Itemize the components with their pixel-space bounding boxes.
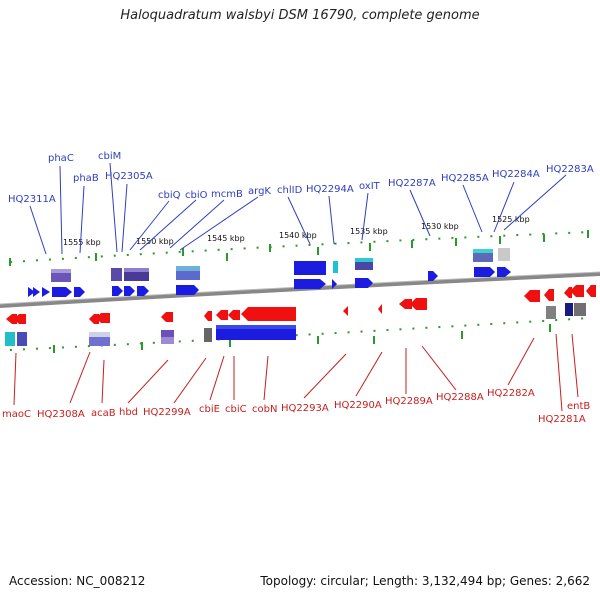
gene-label[interactable]: HQ2284A	[492, 169, 540, 180]
feature-box	[565, 303, 573, 316]
major-ticks-bottom	[53, 324, 551, 353]
gene-label[interactable]: HQ2290A	[334, 400, 382, 411]
gene-label[interactable]: HQ2287A	[388, 178, 436, 189]
reverse-leader-lines	[13, 333, 579, 412]
gene-label[interactable]: cbiQ	[158, 190, 181, 201]
feature-box	[204, 328, 212, 342]
forward-gene-arrow[interactable]	[28, 287, 35, 297]
gene-label[interactable]: cbiE	[199, 404, 220, 415]
forward-leader-lines	[29, 162, 567, 255]
reverse-gene-arrow[interactable]	[89, 314, 99, 324]
reverse-gene-arrow[interactable]	[161, 312, 173, 322]
gene-label[interactable]: HQ2288A	[436, 392, 484, 403]
reverse-gene-arrow[interactable]	[228, 310, 240, 320]
reverse-gene-arrow[interactable]	[204, 311, 212, 321]
reverse-gene-arrow[interactable]	[586, 285, 596, 297]
feature-box	[5, 332, 15, 346]
reverse-gene-arrow[interactable]	[241, 307, 296, 321]
gene-label[interactable]: phaB	[73, 173, 99, 184]
reverse-gene-arrow[interactable]	[216, 310, 228, 320]
forward-feature-boxes	[51, 248, 510, 282]
forward-gene-arrow[interactable]	[52, 287, 72, 297]
forward-gene-arrow[interactable]	[355, 278, 373, 288]
forward-gene-arrow[interactable]	[428, 271, 438, 281]
reverse-gene-arrow[interactable]	[410, 298, 427, 310]
reverse-gene-arrow[interactable]	[524, 290, 540, 302]
feature-box	[111, 268, 122, 281]
scale-tick-label: 1550 kbp	[136, 237, 174, 246]
feature-box	[498, 248, 510, 261]
feature-box	[294, 261, 326, 275]
forward-gene-arrow[interactable]	[124, 286, 135, 296]
map-title: Haloquadratum walsbyi DSM 16790, complet…	[120, 8, 480, 23]
genome-summary-text: Topology: circular; Length: 3,132,494 bp…	[260, 574, 590, 588]
reverse-gene-arrow[interactable]	[96, 313, 110, 323]
gene-label[interactable]: HQ2311A	[8, 194, 56, 205]
gene-label[interactable]: HQ2283A	[546, 164, 594, 175]
forward-gene-arrow[interactable]	[74, 287, 85, 297]
forward-gene-arrow[interactable]	[497, 267, 511, 277]
gene-label[interactable]: HQ2294A	[306, 184, 354, 195]
gene-label[interactable]: HQ2305A	[105, 171, 153, 182]
reverse-feature-boxes	[5, 303, 586, 346]
forward-gene-arrow[interactable]	[176, 285, 199, 295]
forward-gene-arrow[interactable]	[332, 279, 337, 289]
gene-label[interactable]: HQ2282A	[487, 388, 535, 399]
gene-label[interactable]: HQ2299A	[143, 407, 191, 418]
gene-label[interactable]: HQ2281A	[538, 414, 586, 425]
gene-label[interactable]: HQ2285A	[441, 173, 489, 184]
scale-tick-label: 1540 kbp	[279, 231, 317, 240]
gene-label[interactable]: chlID	[277, 185, 303, 196]
genome-backbone	[0, 272, 600, 308]
forward-gene-arrow[interactable]	[294, 279, 326, 289]
gene-label[interactable]: oxIT	[359, 181, 381, 192]
gene-label[interactable]: cbiO	[185, 190, 208, 201]
scale-tick-label: 1545 kbp	[207, 234, 245, 243]
gene-label[interactable]: maoC	[2, 409, 31, 420]
gene-label[interactable]: argK	[248, 186, 271, 197]
scale-tick-label: 1525 kbp	[492, 215, 530, 224]
forward-gene-arrow[interactable]	[137, 286, 149, 296]
reverse-gene-track	[6, 285, 596, 324]
reverse-gene-arrow[interactable]	[570, 285, 584, 297]
scale-tick-label: 1530 kbp	[421, 222, 459, 231]
major-ticks-top	[9, 230, 589, 266]
feature-box	[574, 303, 586, 316]
gene-label[interactable]: hbd	[119, 407, 138, 418]
forward-gene-labels: HQ2311A phaC phaB cbiM HQ2305A cbiQ cbiO…	[8, 151, 594, 205]
scale-tick-label: 1555 kbp	[63, 238, 101, 247]
reverse-gene-arrow[interactable]	[564, 287, 572, 298]
forward-gene-arrow[interactable]	[112, 286, 123, 296]
forward-gene-arrow[interactable]	[474, 267, 495, 277]
scale-tick-label: 1535 kbp	[350, 227, 388, 236]
gene-label[interactable]: phaC	[48, 153, 74, 164]
reverse-gene-arrow[interactable]	[399, 299, 412, 309]
gene-label[interactable]: mcmB	[211, 189, 243, 200]
forward-gene-arrow[interactable]	[33, 287, 40, 297]
reverse-gene-arrow[interactable]	[343, 306, 348, 316]
accession-text: Accession: NC_008212	[9, 574, 146, 588]
feature-box	[333, 261, 338, 273]
reverse-gene-labels: maoC HQ2308A acaB hbd HQ2299A cbiE cbiC …	[2, 388, 590, 425]
reverse-gene-arrow[interactable]	[14, 314, 26, 324]
reverse-gene-arrow[interactable]	[378, 304, 382, 314]
forward-gene-arrow[interactable]	[42, 287, 50, 297]
gene-label[interactable]: HQ2289A	[385, 396, 433, 407]
gene-label[interactable]: cobN	[252, 404, 277, 415]
reverse-gene-arrow[interactable]	[544, 289, 554, 301]
forward-gene-track	[28, 267, 511, 297]
gene-label[interactable]: HQ2293A	[281, 403, 329, 414]
reverse-gene-arrow[interactable]	[6, 314, 17, 324]
feature-box	[546, 306, 556, 319]
gene-label[interactable]: cbiM	[98, 151, 121, 162]
gene-label[interactable]: entB	[567, 401, 590, 412]
gene-label[interactable]: cbiC	[225, 404, 247, 415]
feature-box	[17, 332, 27, 346]
gene-label[interactable]: HQ2308A	[37, 409, 85, 420]
gene-label[interactable]: acaB	[91, 408, 116, 419]
